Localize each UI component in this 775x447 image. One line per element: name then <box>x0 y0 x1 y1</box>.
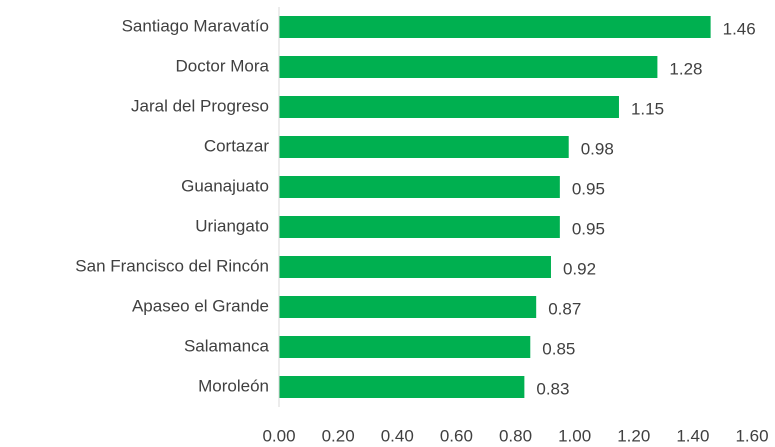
value-label: 1.28 <box>669 59 702 78</box>
bar <box>279 176 560 198</box>
value-label: 0.83 <box>536 379 569 398</box>
y-tick-label: Guanajuato <box>181 176 269 195</box>
y-tick-label: Jaral del Progreso <box>131 96 269 115</box>
bar <box>279 56 658 78</box>
value-label: 0.98 <box>581 139 614 158</box>
x-tick-label: 1.60 <box>735 426 768 445</box>
y-tick-label: Cortazar <box>204 136 270 155</box>
value-label: 1.15 <box>631 99 664 118</box>
value-label: 0.92 <box>563 259 596 278</box>
x-tick-label: 1.40 <box>676 426 709 445</box>
y-tick-label: Apaseo el Grande <box>132 296 269 315</box>
y-tick-label: Moroleón <box>198 376 269 395</box>
x-tick-label: 0.20 <box>322 426 355 445</box>
y-tick-label: Doctor Mora <box>175 56 269 75</box>
y-tick-label: Salamanca <box>184 336 270 355</box>
bar <box>279 16 711 38</box>
bar <box>279 296 537 318</box>
bar <box>279 216 560 238</box>
x-tick-label: 0.60 <box>440 426 473 445</box>
x-tick-label: 0.40 <box>381 426 414 445</box>
x-tick-label: 1.00 <box>558 426 591 445</box>
value-label: 0.95 <box>572 179 605 198</box>
value-label: 0.85 <box>542 339 575 358</box>
bar <box>279 336 531 358</box>
value-label: 0.95 <box>572 219 605 238</box>
value-label: 0.87 <box>548 299 581 318</box>
bar <box>279 96 619 118</box>
bar <box>279 376 525 398</box>
bar <box>279 256 551 278</box>
y-tick-label: San Francisco del Rincón <box>75 256 269 275</box>
value-label: 1.46 <box>723 19 756 38</box>
x-tick-label: 0.80 <box>499 426 532 445</box>
x-tick-label: 1.20 <box>617 426 650 445</box>
y-tick-label: Santiago Maravatío <box>122 16 269 35</box>
y-tick-label: Uriangato <box>195 216 269 235</box>
x-tick-label: 0.00 <box>262 426 295 445</box>
bar <box>279 136 569 158</box>
